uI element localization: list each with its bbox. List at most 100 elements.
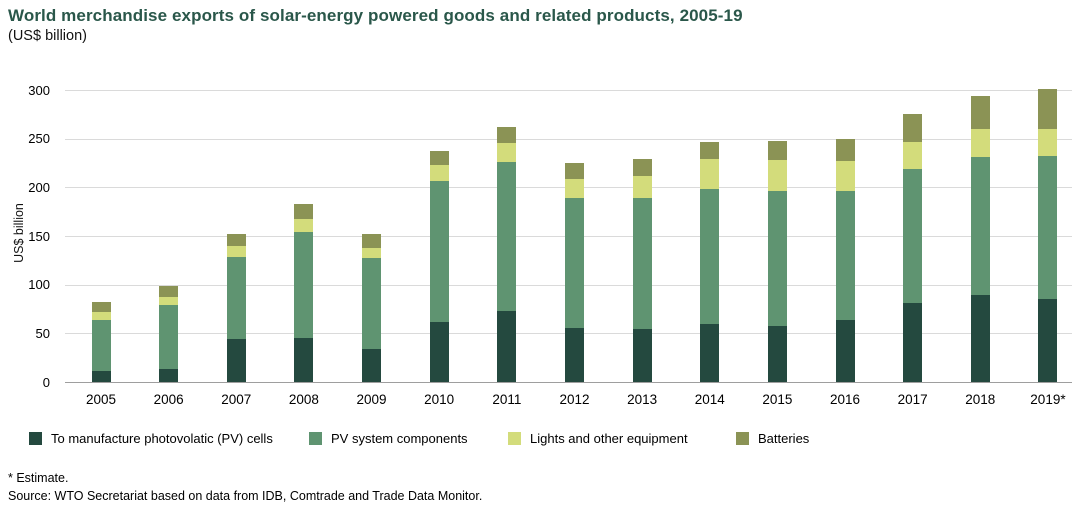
bar-segment [632, 198, 652, 330]
bar-2015 [767, 140, 787, 382]
bar-2011 [497, 127, 517, 382]
bar-segment [91, 311, 111, 320]
bar-segment [362, 234, 382, 248]
legend-item: Batteries [736, 430, 809, 446]
bar-2012 [564, 163, 584, 382]
bar-segment [1038, 128, 1058, 157]
legend-swatch [29, 431, 42, 445]
gridline-250 [65, 138, 1072, 140]
y-tick-label-250: 250 [28, 131, 50, 147]
bar-segment [159, 305, 179, 370]
bar-2014 [700, 141, 720, 382]
bar-segment [159, 369, 179, 382]
bar-2019* [1038, 89, 1058, 382]
y-tick-label-100: 100 [28, 277, 50, 293]
bar-segment [294, 338, 314, 382]
x-tick-label-2007: 2007 [221, 392, 252, 407]
x-tick-label-2012: 2012 [559, 392, 590, 407]
bar-2010 [429, 151, 449, 382]
y-tick-label-150: 150 [28, 228, 50, 244]
bar-segment [564, 328, 584, 382]
x-tick-label-2015: 2015 [762, 392, 793, 407]
bar-segment [159, 285, 179, 298]
bar-segment [970, 157, 990, 296]
bar-segment [903, 168, 923, 304]
bar-segment [294, 203, 314, 219]
legend-label: Batteries [758, 430, 810, 446]
bar-segment [767, 325, 787, 382]
chart-subtitle: (US$ billion) [8, 28, 87, 44]
bar-2007 [226, 234, 246, 382]
bar-segment [903, 114, 923, 142]
bar-segment [835, 161, 855, 192]
bar-segment [91, 302, 111, 312]
legend-label: PV system components [331, 430, 468, 446]
y-tick-label-300: 300 [28, 82, 50, 98]
gridline-0 [65, 382, 1072, 383]
bar-segment [700, 159, 720, 190]
bar-segment [497, 142, 517, 163]
plot-area [65, 89, 1072, 383]
bar-segment [903, 141, 923, 169]
bar-segment [835, 138, 855, 162]
bar-2017 [903, 114, 923, 382]
bar-segment [632, 159, 652, 176]
bar-2009 [362, 234, 382, 382]
x-tick-label-2017: 2017 [897, 392, 928, 407]
bar-segment [362, 348, 382, 382]
bar-segment [970, 295, 990, 382]
bar-segment [497, 310, 517, 382]
x-tick-label-2016: 2016 [830, 392, 861, 407]
x-tick-label-2013: 2013 [627, 392, 658, 407]
bar-segment [429, 321, 449, 382]
footnote-source: Source: WTO Secretariat based on data fr… [8, 489, 483, 503]
bar-segment [159, 297, 179, 306]
bar-2016 [835, 138, 855, 382]
bar-segment [835, 191, 855, 320]
bar-segment [362, 258, 382, 349]
x-tick-label-2019*: 2019* [1030, 392, 1066, 407]
bar-2008 [294, 203, 314, 382]
x-tick-label-2018: 2018 [965, 392, 996, 407]
bar-segment [970, 128, 990, 158]
bar-segment [564, 163, 584, 179]
bar-segment [226, 339, 246, 382]
bar-segment [767, 140, 787, 161]
x-tick-label-2006: 2006 [153, 392, 184, 407]
bar-segment [700, 189, 720, 324]
bar-segment [226, 257, 246, 340]
x-tick-label-2010: 2010 [424, 392, 455, 407]
bar-segment [1038, 299, 1058, 382]
bar-2005 [91, 302, 111, 382]
bar-segment [226, 245, 246, 258]
x-tick-label-2005: 2005 [85, 392, 117, 407]
bar-segment [564, 198, 584, 329]
x-tick-label-2011: 2011 [492, 392, 522, 407]
bar-segment [429, 151, 449, 165]
chart-title: World merchandise exports of solar-energ… [8, 6, 743, 25]
bar-segment [700, 141, 720, 160]
bar-2018 [970, 95, 990, 382]
bar-2006 [159, 285, 179, 382]
y-tick-label-50: 50 [35, 325, 50, 341]
bar-segment [835, 319, 855, 382]
bar-segment [226, 234, 246, 246]
bar-segment [767, 160, 787, 192]
bar-segment [970, 95, 990, 129]
bar-segment [700, 323, 720, 382]
footnote-estimate: * Estimate. [8, 471, 69, 485]
legend-item: To manufacture photovolatic (PV) cells [29, 430, 273, 446]
legend-label: Lights and other equipment [530, 430, 688, 446]
bar-segment [91, 319, 111, 372]
bar-segment [564, 178, 584, 199]
bar-segment [91, 371, 111, 382]
legend-item: Lights and other equipment [508, 430, 688, 446]
bar-segment [294, 218, 314, 233]
bar-segment [429, 164, 449, 181]
x-tick-label-2008: 2008 [288, 392, 319, 407]
bar-segment [1038, 156, 1058, 300]
legend-swatch [736, 431, 749, 445]
bar-segment [362, 247, 382, 259]
bar-segment [294, 232, 314, 339]
